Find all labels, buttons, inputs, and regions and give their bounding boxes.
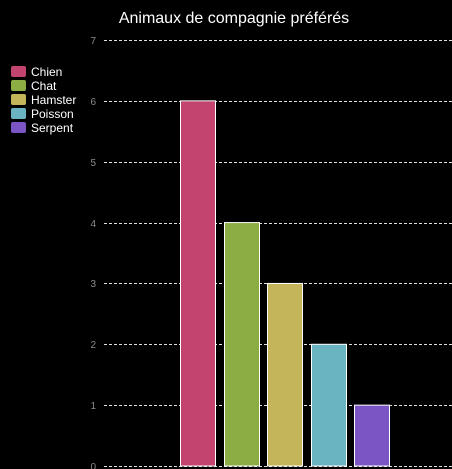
bar-poisson	[311, 343, 347, 467]
bars	[180, 100, 390, 467]
legend-swatch-chat	[11, 80, 26, 91]
bar-hamster	[267, 282, 303, 467]
y-axis-ticks: 0 1 2 3 4 5 6 7	[90, 36, 96, 469]
legend-swatch-serpent	[11, 122, 26, 133]
y-tick-label: 5	[90, 158, 96, 169]
legend-swatch-chien	[11, 66, 26, 77]
y-tick-label: 1	[90, 401, 96, 412]
legend-swatch-hamster	[11, 94, 26, 105]
bar-chien	[180, 100, 216, 467]
legend-label-poisson: Poisson	[31, 107, 74, 121]
chart-title: Animaux de compagnie préférés	[119, 10, 349, 27]
y-tick-label: 3	[90, 279, 96, 290]
legend-label-chien: Chien	[31, 65, 62, 79]
legend-label-serpent: Serpent	[31, 121, 74, 135]
grid	[104, 40, 452, 467]
bar-chat	[224, 222, 260, 467]
y-tick-label: 2	[90, 340, 96, 351]
legend-label-chat: Chat	[31, 79, 57, 93]
y-tick-label: 7	[90, 36, 96, 47]
y-tick-label: 0	[90, 462, 96, 469]
bar-serpent	[354, 404, 390, 467]
legend-label-hamster: Hamster	[31, 93, 76, 107]
y-tick-label: 6	[90, 97, 96, 108]
y-tick-label: 4	[90, 219, 96, 230]
legend-swatch-poisson	[11, 108, 26, 119]
